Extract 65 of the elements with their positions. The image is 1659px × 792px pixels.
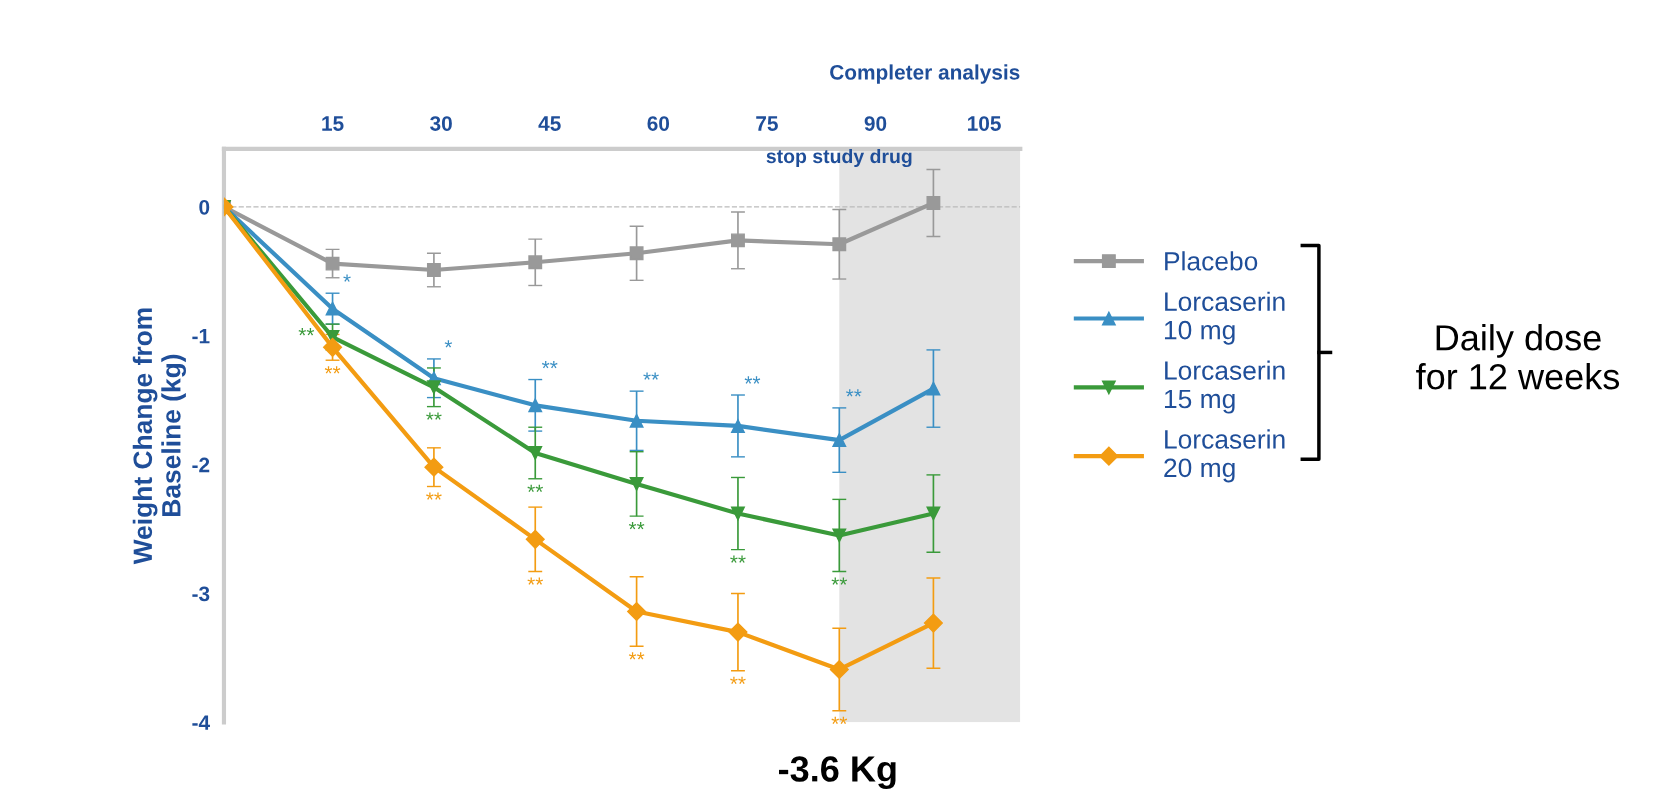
legend-label: Placebo xyxy=(1165,251,1258,271)
data-label: ** xyxy=(628,522,645,530)
point xyxy=(926,506,941,521)
data-label: ** xyxy=(298,328,315,336)
point xyxy=(829,659,849,680)
point xyxy=(923,613,943,633)
point xyxy=(323,337,343,357)
y-tick-label: 0 xyxy=(199,199,210,215)
point xyxy=(731,418,745,433)
x-tick-label: 45 xyxy=(538,116,561,131)
legend-label: Lorcaserin 15 mg xyxy=(1164,360,1285,414)
point xyxy=(832,528,847,543)
y-tick-label: -3 xyxy=(192,586,210,602)
x-tick-label: 60 xyxy=(647,116,670,131)
data-label: ** xyxy=(730,676,746,684)
point xyxy=(629,476,644,491)
point xyxy=(426,380,441,395)
point xyxy=(926,196,941,210)
point xyxy=(731,506,745,521)
data-label: * xyxy=(343,274,351,282)
data-label: ** xyxy=(831,716,848,724)
point xyxy=(926,381,941,396)
legend-label: Lorcaserin 10 mg xyxy=(1164,291,1285,345)
band-label: stop study drug xyxy=(766,148,912,168)
data-label: ** xyxy=(541,360,558,369)
data-label: ** xyxy=(730,555,746,563)
y-tick-label: -4 xyxy=(192,715,210,730)
point xyxy=(325,256,340,271)
y-tick-label: -1 xyxy=(192,328,210,344)
data-label: ** xyxy=(426,492,442,500)
point xyxy=(832,433,847,448)
data-label: ** xyxy=(426,412,442,420)
x-tick-label: 15 xyxy=(322,116,344,131)
data-label: ** xyxy=(628,652,645,660)
legend-label: Lorcaserin 20 mg xyxy=(1164,429,1285,483)
point xyxy=(528,255,543,270)
data-label: ** xyxy=(744,376,761,384)
point xyxy=(731,233,745,248)
data-label: ** xyxy=(831,577,848,585)
data-label: ** xyxy=(643,372,659,380)
point xyxy=(426,263,441,277)
point xyxy=(629,413,644,428)
x-tick-label: 30 xyxy=(430,116,452,131)
data-label: ** xyxy=(527,484,544,492)
point xyxy=(528,446,543,460)
data-label: ** xyxy=(324,366,341,374)
point xyxy=(629,246,644,261)
point xyxy=(528,398,543,413)
data-label: * xyxy=(444,340,453,348)
point xyxy=(832,237,847,252)
point xyxy=(424,457,444,477)
x-tick-label: 105 xyxy=(968,116,1001,131)
x-tick-label: 75 xyxy=(756,116,778,131)
data-label: ** xyxy=(846,389,862,397)
point xyxy=(728,622,748,642)
text: -3.6 Kg xyxy=(779,756,896,790)
y-axis-title: Weight Change from Baseline (kg) xyxy=(132,308,186,565)
point xyxy=(627,601,647,622)
data-label: ** xyxy=(527,577,544,585)
x-tick-label: 90 xyxy=(864,116,887,131)
chart-title: Completer analysis xyxy=(830,64,1020,84)
text: Daily dose for 12 weeks xyxy=(1416,324,1620,390)
y-tick-label: -2 xyxy=(192,457,210,473)
point xyxy=(325,301,340,316)
point xyxy=(525,529,545,549)
